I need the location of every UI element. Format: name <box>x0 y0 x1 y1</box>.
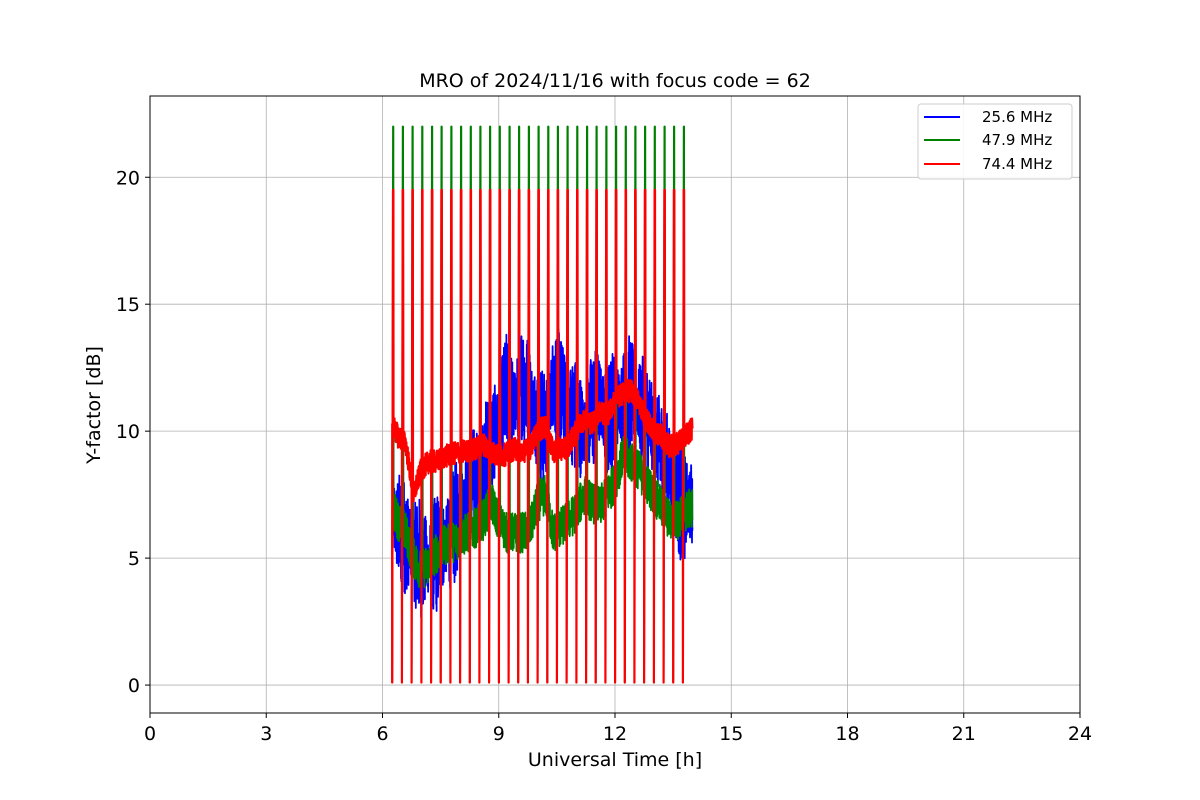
legend-entry-74-4: 74.4 MHz <box>924 155 1052 173</box>
legend-box <box>917 103 1073 180</box>
x-axis-label: Universal Time [h] <box>528 749 702 771</box>
legend-entry-47-9: 47.9 MHz <box>924 131 1052 149</box>
y-tick-label: 15 <box>116 294 140 316</box>
series-line-74-4 <box>391 188 694 684</box>
x-tick-label: 24 <box>1068 723 1092 745</box>
x-tick-label: 12 <box>603 723 627 745</box>
x-tick-label: 9 <box>493 723 505 745</box>
series-line-25-6 <box>391 189 694 684</box>
x-tick-label: 3 <box>260 723 272 745</box>
series-layer <box>391 125 694 684</box>
y-axis-ticks: 0 5 10 15 20 <box>116 167 150 697</box>
x-tick-label: 21 <box>952 723 976 745</box>
y-axis-label: Y-factor [dB] <box>83 346 105 465</box>
x-tick-label: 6 <box>376 723 388 745</box>
series-line-47-9 <box>391 125 694 684</box>
legend-label-25-6: 25.6 MHz <box>982 108 1052 126</box>
x-tick-label: 18 <box>835 723 859 745</box>
y-tick-label: 10 <box>116 421 140 443</box>
legend-label-74-4: 74.4 MHz <box>982 155 1052 173</box>
y-tick-label: 20 <box>116 167 140 189</box>
legend-label-47-9: 47.9 MHz <box>982 131 1052 149</box>
legend: 25.6 MHz 47.9 MHz 74.4 MHz <box>917 103 1073 180</box>
x-tick-label: 15 <box>719 723 743 745</box>
y-tick-label: 0 <box>128 675 140 697</box>
chart-title: MRO of 2024/11/16 with focus code = 62 <box>419 70 811 92</box>
x-tick-label: 0 <box>144 723 156 745</box>
y-tick-label: 5 <box>128 548 140 570</box>
legend-entry-25-6: 25.6 MHz <box>924 108 1052 126</box>
x-axis-ticks: 0 3 6 9 12 15 18 21 24 <box>144 713 1092 745</box>
